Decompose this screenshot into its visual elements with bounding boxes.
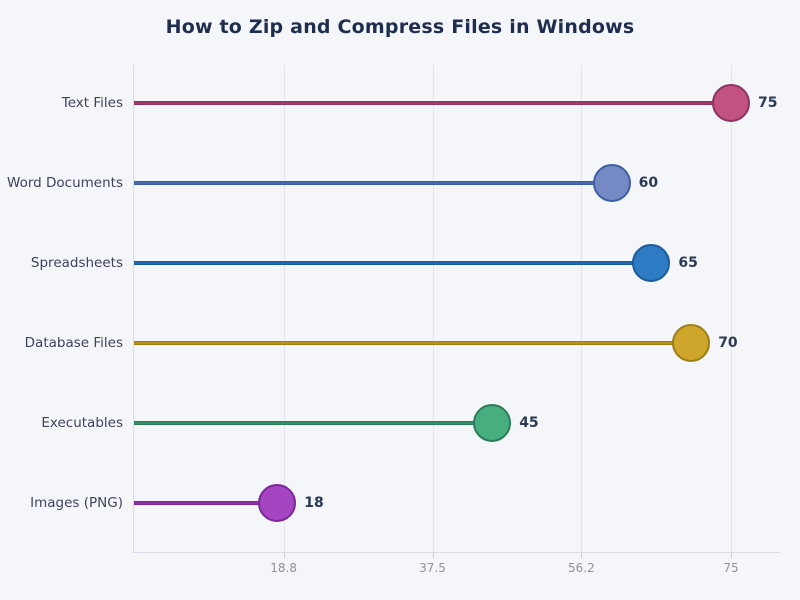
x-tick-label: 56.2 — [567, 561, 595, 575]
value-label: 60 — [638, 175, 659, 191]
lollipop-marker — [632, 244, 671, 282]
x-tick-mark — [432, 553, 434, 558]
value-label: 45 — [519, 415, 539, 431]
category-label: Text Files — [61, 95, 123, 111]
lollipop-stem — [134, 341, 692, 345]
value-label: 75 — [758, 95, 778, 111]
lollipop-stem — [134, 101, 731, 105]
gridline-x-75 — [731, 65, 732, 552]
lollipop-marker — [712, 84, 750, 122]
lollipop-stem — [134, 261, 652, 265]
value-label: 65 — [678, 255, 698, 271]
lollipop-marker — [592, 164, 631, 202]
gridline-x-56.2 — [581, 65, 583, 552]
lollipop-marker — [258, 484, 297, 522]
value-label: 18 — [304, 495, 324, 511]
gridline-x-37.5 — [432, 65, 434, 552]
lollipop-marker — [672, 324, 711, 362]
chart-title: How to Zip and Compress Files in Windows — [165, 16, 635, 38]
category-label: Database Files — [24, 335, 123, 351]
lollipop-stem — [134, 501, 278, 505]
x-tick-mark — [283, 553, 285, 558]
lollipop-marker — [473, 404, 512, 442]
lollipop-stem — [134, 421, 493, 425]
category-label: Images (PNG) — [30, 495, 123, 511]
x-tick-label: 18.8 — [270, 561, 297, 575]
lollipop-stem — [134, 181, 612, 185]
x-tick-label: 75 — [723, 561, 739, 575]
category-label: Word Documents — [7, 175, 123, 191]
gridline-x-18.8 — [283, 65, 285, 552]
x-tick-mark — [731, 553, 732, 558]
category-label: Spreadsheets — [30, 255, 123, 271]
value-label: 70 — [718, 335, 738, 351]
x-tick-mark — [581, 553, 583, 558]
plot-area: 18.8 37.5 56.2 75 75 60 65 70 45 18 — [133, 65, 780, 575]
category-label: Executables — [41, 415, 123, 431]
x-tick-label: 37.5 — [419, 561, 446, 575]
